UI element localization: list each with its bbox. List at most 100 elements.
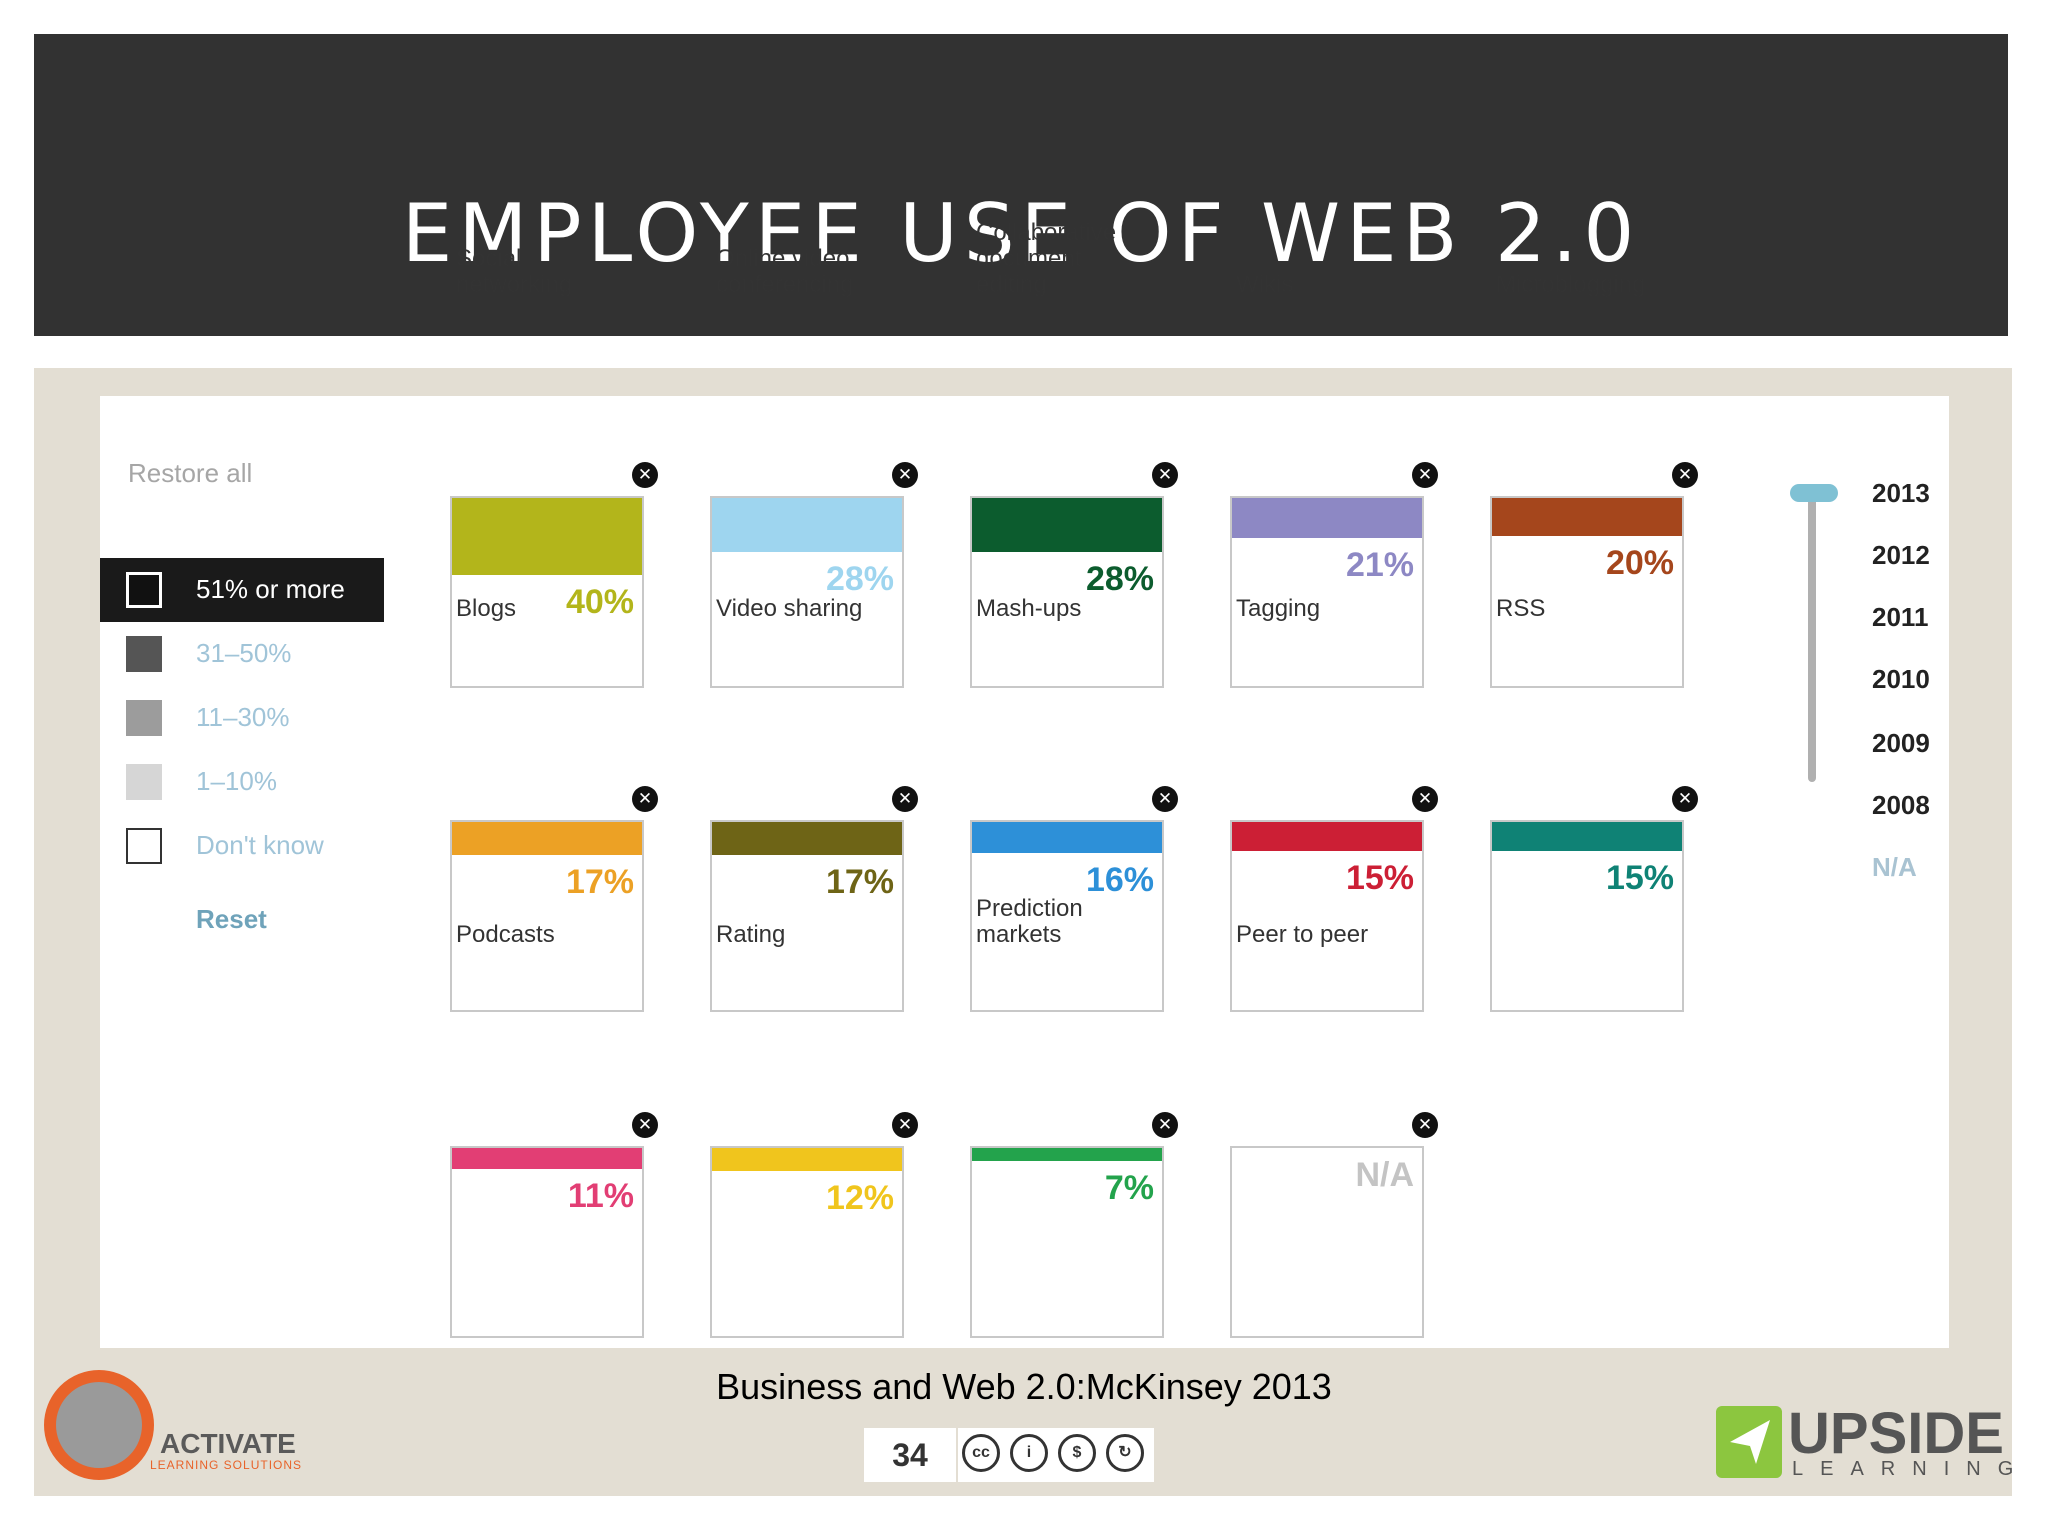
legend-label: 51% or more	[196, 574, 345, 605]
card-value: 28%	[1086, 560, 1154, 599]
card-value: 17%	[566, 863, 634, 902]
legend-label: 1–10%	[196, 766, 277, 797]
card-value: 17%	[826, 863, 894, 902]
card-fill	[1232, 822, 1422, 851]
card-label: Rating	[716, 922, 876, 948]
close-icon[interactable]: ✕	[892, 1112, 918, 1138]
cc-icon: cc	[962, 1434, 1000, 1472]
card-fill	[972, 1148, 1162, 1161]
close-icon[interactable]: ✕	[1152, 462, 1178, 488]
close-icon[interactable]: ✕	[1412, 462, 1438, 488]
year-option-2011[interactable]: 2011	[1872, 602, 1928, 633]
card-label: Microblogging	[1496, 272, 1656, 298]
reset-link[interactable]: Reset	[196, 904, 267, 935]
by-icon: i	[1010, 1434, 1048, 1472]
card-value: N/A	[1355, 1156, 1414, 1195]
card-box: 15%	[1230, 820, 1424, 1012]
source-caption: Business and Web 2.0:McKinsey 2013	[0, 1366, 2048, 1408]
card-value: 28%	[826, 560, 894, 599]
year-slider-handle[interactable]	[1790, 484, 1838, 502]
close-icon[interactable]: ✕	[632, 786, 658, 812]
legend-swatch	[126, 828, 162, 864]
upside-logo-text: UPSIDE	[1788, 1400, 2004, 1467]
card-label: Collaborative document editing	[976, 220, 1136, 298]
card-fill	[1492, 822, 1682, 851]
legend-swatch	[126, 636, 162, 672]
card-box: 7%	[970, 1146, 1164, 1338]
card-label: Tagging	[1236, 596, 1396, 622]
legend-label: 11–30%	[196, 702, 290, 733]
card-label: RSS	[1496, 596, 1656, 622]
year-option-2012[interactable]: 2012	[1872, 540, 1930, 571]
year-option-2010[interactable]: 2010	[1872, 664, 1930, 695]
card-box: 21%	[1230, 496, 1424, 688]
card-fill	[452, 498, 642, 575]
year-option-2009[interactable]: 2009	[1872, 728, 1930, 759]
close-icon[interactable]: ✕	[1412, 786, 1438, 812]
card-box: 28%	[970, 496, 1164, 688]
legend-item-31-50[interactable]: 31–50%	[100, 622, 384, 686]
legend-item-11-30[interactable]: 11–30%	[100, 686, 384, 750]
card-value: 15%	[1346, 859, 1414, 898]
card-value: 12%	[826, 1179, 894, 1218]
close-icon[interactable]: ✕	[892, 786, 918, 812]
card-fill	[1232, 498, 1422, 538]
card-value: 15%	[1606, 859, 1674, 898]
card-value: 11%	[568, 1177, 634, 1216]
card-box: 20%	[1490, 496, 1684, 688]
card-fill	[1492, 498, 1682, 536]
card-value: 20%	[1606, 544, 1674, 583]
page-number: 34	[864, 1428, 956, 1482]
close-icon[interactable]: ✕	[1672, 786, 1698, 812]
year-slider-track[interactable]	[1808, 492, 1816, 782]
card-label: Online video conferencing	[716, 246, 876, 298]
legend-label: Don't know	[196, 830, 324, 861]
card-label: Social networking	[456, 246, 616, 298]
legend-item-dont-know[interactable]: Don't know	[100, 814, 384, 878]
upside-arrow-logo	[1716, 1406, 1782, 1478]
activate-brain-logo	[44, 1370, 154, 1480]
card-label: Wikis	[1236, 272, 1396, 298]
year-option-2008[interactable]: 2008	[1872, 790, 1930, 821]
card-fill	[712, 822, 902, 855]
legend-swatch	[126, 700, 162, 736]
activate-logo-text: ACTIVATE	[160, 1428, 296, 1460]
card-box: 12%	[710, 1146, 904, 1338]
close-icon[interactable]: ✕	[1672, 462, 1698, 488]
legend-item-51-or-more[interactable]: 51% or more	[100, 558, 384, 622]
card-label: Blogs	[456, 596, 616, 622]
card-value: 21%	[1346, 546, 1414, 585]
activate-logo-subtext: LEARNING SOLUTIONS	[150, 1458, 302, 1472]
card-fill	[452, 1148, 642, 1169]
card-fill	[712, 498, 902, 552]
legend-label: 31–50%	[196, 638, 291, 669]
card-label: Peer to peer	[1236, 922, 1396, 948]
card-box: 11%	[450, 1146, 644, 1338]
close-icon[interactable]: ✕	[1152, 1112, 1178, 1138]
card-box: 28%	[710, 496, 904, 688]
card-fill	[712, 1148, 902, 1171]
card-value: 16%	[1086, 861, 1154, 900]
card-box: 15%	[1490, 820, 1684, 1012]
legend-swatch	[126, 764, 162, 800]
close-icon[interactable]: ✕	[1412, 1112, 1438, 1138]
sa-icon: ↻	[1106, 1434, 1144, 1472]
card-box: 17%	[710, 820, 904, 1012]
card-fill	[452, 822, 642, 855]
legend-swatch	[126, 572, 162, 608]
card-fill	[972, 498, 1162, 552]
card-label: Mash-ups	[976, 596, 1136, 622]
year-option-na[interactable]: N/A	[1872, 852, 1917, 883]
close-icon[interactable]: ✕	[1152, 786, 1178, 812]
restore-all-link[interactable]: Restore all	[128, 458, 252, 489]
upside-arrow-icon	[1716, 1406, 1782, 1478]
legend-item-1-10[interactable]: 1–10%	[100, 750, 384, 814]
card-box: N/A	[1230, 1146, 1424, 1338]
close-icon[interactable]: ✕	[892, 462, 918, 488]
close-icon[interactable]: ✕	[632, 462, 658, 488]
interactive-panel: Restore all 51% or more 31–50% 11–30% 1–…	[100, 396, 1949, 1348]
year-option-2013[interactable]: 2013	[1872, 478, 1930, 509]
card-box: 17%	[450, 820, 644, 1012]
close-icon[interactable]: ✕	[632, 1112, 658, 1138]
license-icons: cc i $ ↻	[958, 1428, 1154, 1482]
